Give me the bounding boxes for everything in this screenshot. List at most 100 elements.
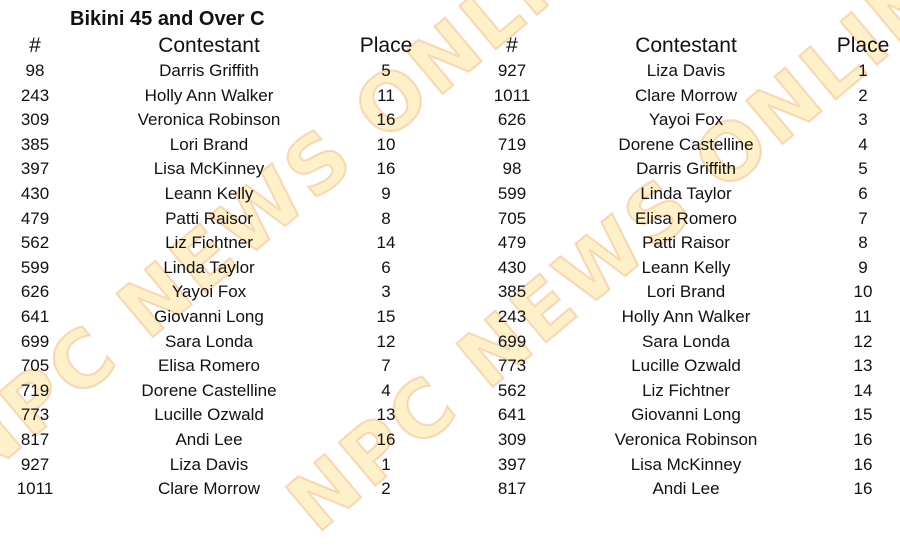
left-row-contestant: Dorene Castelline — [141, 380, 277, 400]
left-row-place: 4 — [381, 380, 391, 400]
right-row-place: 15 — [853, 405, 873, 425]
right-row-number: 773 — [497, 356, 527, 376]
right-row-number: 699 — [497, 331, 527, 351]
right-row-number: 705 — [497, 208, 527, 228]
left-row-number: 1011 — [16, 479, 54, 499]
right-row-contestant: Holly Ann Walker — [621, 307, 751, 326]
left-row-place: 15 — [376, 307, 396, 326]
right-row-number: 641 — [497, 405, 527, 425]
left-row-contestant: Lucille Ozwald — [154, 405, 264, 425]
left-row-place: 5 — [381, 61, 391, 80]
right-row-place: 13 — [853, 356, 873, 376]
left-row-place: 10 — [376, 134, 396, 154]
left-row-number: 641 — [20, 307, 50, 326]
left-row-contestant: Leann Kelly — [164, 184, 254, 203]
right-row-place: 9 — [858, 257, 868, 277]
right-row-place: 16 — [853, 454, 873, 474]
left-row-contestant: Holly Ann Walker — [144, 85, 274, 105]
right-row-contestant: Lori Brand — [646, 282, 726, 302]
right-row-place: 1 — [858, 61, 868, 80]
right-row-contestant: Andi Lee — [652, 479, 720, 499]
right-row-place: 5 — [858, 159, 868, 179]
right-row-contestant: Giovanni Long — [631, 405, 741, 425]
right-row-number: 385 — [497, 282, 527, 302]
right-row-number: 479 — [497, 233, 527, 253]
left-row-number: 705 — [20, 356, 50, 376]
right-row-place: 6 — [858, 184, 868, 203]
right-row-number: 626 — [497, 110, 527, 130]
left-row-contestant: Elisa Romero — [157, 356, 261, 376]
left-row-number: 98 — [25, 61, 45, 80]
left-row-place: 1 — [381, 454, 391, 474]
page-title: Bikini 45 and Over C — [70, 8, 265, 30]
right-row-contestant: Sara Londa — [642, 331, 730, 351]
right-row-contestant: Patti Raisor — [642, 233, 730, 253]
left-row-contestant: Clare Morrow — [157, 479, 261, 499]
left-row-place: 7 — [381, 356, 391, 376]
header-place-left: Place — [359, 34, 413, 57]
left-row-place: 12 — [376, 331, 396, 351]
left-row-place: 16 — [376, 159, 396, 179]
right-row-number: 397 — [497, 454, 527, 474]
right-row-place: 2 — [858, 85, 868, 105]
right-row-contestant: Clare Morrow — [634, 85, 738, 105]
right-row-contestant: Lucille Ozwald — [631, 356, 741, 376]
left-row-number: 626 — [20, 282, 50, 302]
left-row-contestant: Liz Fichtner — [165, 233, 253, 253]
header-number-left: # — [29, 34, 41, 57]
right-row-place: 3 — [858, 110, 868, 130]
right-row-place: 14 — [853, 380, 873, 400]
right-row-contestant: Lisa McKinney — [630, 454, 742, 474]
left-row-number: 599 — [20, 257, 50, 277]
left-row-place: 14 — [376, 233, 396, 253]
left-row-number: 699 — [20, 331, 50, 351]
right-row-contestant: Yayoi Fox — [648, 110, 724, 130]
header-place-right: Place — [836, 34, 890, 57]
right-row-number: 719 — [497, 134, 527, 154]
left-row-contestant: Yayoi Fox — [171, 282, 247, 302]
right-row-contestant: Darris Griffith — [636, 159, 736, 179]
right-row-number: 562 — [497, 380, 527, 400]
left-row-number: 817 — [20, 430, 50, 449]
right-row-number: 98 — [502, 159, 522, 179]
header-contestant-right: Contestant — [635, 34, 737, 57]
left-row-contestant: Darris Griffith — [159, 61, 259, 80]
header-number-right: # — [506, 34, 518, 57]
header-contestant-left: Contestant — [158, 34, 260, 57]
left-row-place: 9 — [381, 184, 391, 203]
left-row-number: 773 — [20, 405, 50, 425]
left-row-contestant: Liza Davis — [169, 454, 249, 474]
right-row-contestant: Liza Davis — [646, 61, 726, 80]
right-row-place: 4 — [858, 134, 868, 154]
left-row-place: 2 — [381, 479, 391, 499]
right-row-place: 8 — [858, 233, 868, 253]
right-row-number: 430 — [497, 257, 527, 277]
left-row-place: 13 — [376, 405, 396, 425]
left-row-number: 385 — [20, 134, 50, 154]
right-row-number: 1011 — [493, 85, 531, 105]
left-row-place: 3 — [381, 282, 391, 302]
left-row-contestant: Patti Raisor — [165, 208, 253, 228]
left-row-number: 927 — [20, 454, 50, 474]
right-row-place: 12 — [853, 331, 873, 351]
left-row-contestant: Andi Lee — [175, 430, 243, 449]
left-row-number: 562 — [20, 233, 50, 253]
right-row-contestant: Veronica Robinson — [614, 430, 758, 449]
left-row-contestant: Lisa McKinney — [153, 159, 265, 179]
right-row-number: 599 — [497, 184, 527, 203]
right-row-number: 243 — [497, 307, 527, 326]
left-row-place: 6 — [381, 257, 391, 277]
right-row-place: 16 — [853, 430, 873, 449]
right-row-place: 10 — [853, 282, 873, 302]
right-row-number: 817 — [497, 479, 527, 499]
left-row-number: 430 — [20, 184, 50, 203]
left-row-contestant: Sara Londa — [165, 331, 253, 351]
left-row-place: 16 — [376, 430, 396, 449]
right-row-place: 11 — [854, 307, 872, 326]
left-row-number: 719 — [20, 380, 50, 400]
left-row-number: 479 — [20, 208, 50, 228]
left-row-contestant: Veronica Robinson — [137, 110, 281, 130]
left-row-place: 11 — [377, 85, 395, 105]
right-row-place: 16 — [853, 479, 873, 499]
right-row-contestant: Dorene Castelline — [618, 134, 754, 154]
